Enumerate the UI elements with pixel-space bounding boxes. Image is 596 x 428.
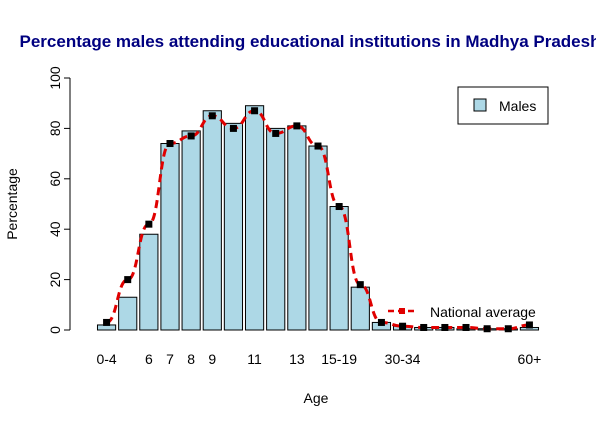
bar: [202, 110, 222, 331]
y-axis: 0 20 40 60 80 100: [47, 66, 71, 334]
x-tick-labels: 0-4 6 7 8 9 11 13 15-19 30-34 60+: [96, 351, 541, 367]
national-average-point: [272, 129, 280, 137]
national-average-annotation: National average: [388, 304, 536, 320]
x-tick-label: 6: [145, 351, 153, 367]
x-tick-label: 8: [187, 351, 195, 367]
x-tick-label: 13: [289, 351, 305, 367]
national-average-point: [166, 140, 174, 148]
y-tick-label: 20: [47, 272, 63, 288]
y-tick-label: 80: [47, 120, 63, 136]
bar: [244, 105, 265, 331]
bar: [266, 127, 286, 331]
y-tick-label: 100: [47, 66, 63, 90]
national-average-point: [145, 220, 153, 228]
national-average-point: [251, 107, 259, 115]
bar: [287, 125, 307, 331]
x-tick-label: 9: [208, 351, 216, 367]
legend-swatch: [473, 98, 487, 112]
bars: [96, 105, 540, 331]
national-average-point: [335, 203, 343, 211]
x-tick-label: 30-34: [385, 351, 421, 367]
x-tick-label: 15-19: [321, 351, 357, 367]
bar: [160, 143, 180, 331]
bar: [308, 145, 328, 331]
national-average-point: [314, 142, 322, 150]
legend-box: [457, 86, 549, 125]
bar: [223, 122, 244, 331]
x-tick-label: 11: [247, 351, 262, 367]
annotation-point-sample: [399, 308, 405, 314]
national-average-point: [293, 122, 301, 130]
national-average-line: [103, 107, 533, 333]
x-tick-label: 60+: [518, 351, 542, 367]
y-axis-label: Percentage: [4, 168, 20, 240]
y-tick-label: 0: [47, 326, 63, 334]
x-axis-label: Age: [304, 390, 329, 406]
bar: [118, 296, 138, 331]
national-average-point: [187, 132, 195, 140]
annotation-label: National average: [430, 304, 536, 320]
y-tick-label: 40: [47, 221, 63, 237]
bar: [181, 130, 201, 331]
national-average-point: [525, 321, 533, 329]
national-average-point: [399, 322, 407, 330]
national-average-point: [356, 281, 364, 289]
national-average-point: [462, 323, 470, 331]
bar: [139, 233, 159, 331]
legend-label: Males: [499, 98, 536, 114]
x-tick-label: 0-4: [96, 351, 116, 367]
bar: [329, 206, 349, 331]
y-tick-label: 60: [47, 171, 63, 187]
national-average-point: [377, 318, 385, 326]
national-average-point: [208, 112, 216, 120]
national-average-point: [441, 323, 449, 331]
x-tick-label: 7: [166, 351, 174, 367]
legend: Males: [457, 86, 549, 125]
national-average-point: [103, 318, 111, 326]
national-average-point: [504, 325, 512, 333]
national-average-point: [420, 323, 428, 331]
chart-title: Percentage males attending educational i…: [20, 32, 596, 51]
national-average-point: [229, 124, 237, 132]
national-average-point: [124, 276, 132, 284]
national-average-point: [483, 325, 491, 333]
